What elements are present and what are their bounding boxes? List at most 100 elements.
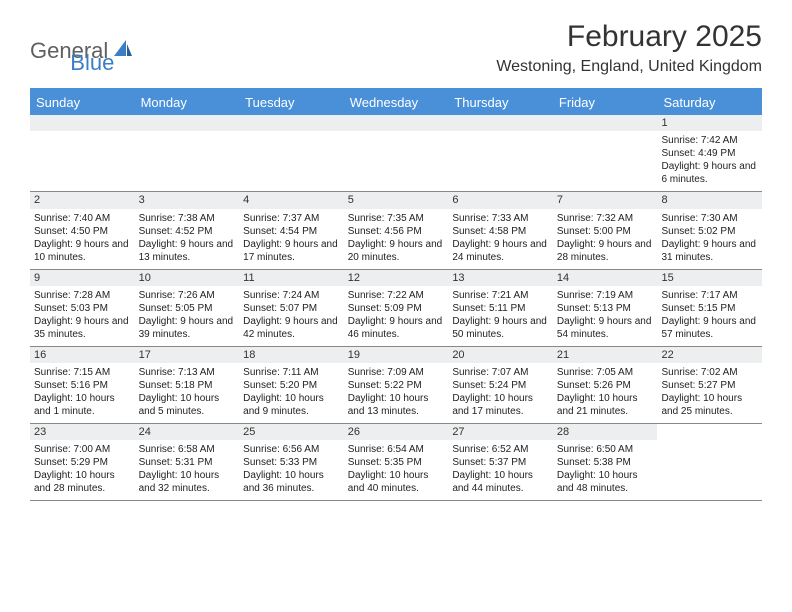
day-number: 28 [553,424,658,440]
day-number: 4 [239,192,344,208]
day-sunrise: Sunrise: 7:11 AM [243,366,340,379]
day-sunset: Sunset: 5:29 PM [34,456,131,469]
day-daylight: Daylight: 9 hours and 17 minutes. [243,238,340,264]
day-sunrise: Sunrise: 7:30 AM [661,212,758,225]
day-number: 27 [448,424,553,440]
day-cell: 21 Sunrise: 7:05 AMSunset: 5:26 PMDayligh… [553,347,658,423]
day-sunrise: Sunrise: 7:22 AM [348,289,445,302]
day-daylight: Daylight: 9 hours and 6 minutes. [661,160,758,186]
day-cell: 3Sunrise: 7:38 AMSunset: 4:52 PMDaylight… [135,192,240,268]
day-cell-empty [553,115,658,191]
day-cell: 12Sunrise: 7:22 AMSunset: 5:09 PMDayligh… [344,270,449,346]
day-cell-empty [448,115,553,191]
day-sunset: Sunset: 5:18 PM [139,379,236,392]
day-sunset: Sunset: 4:49 PM [661,147,758,160]
day-daylight: Daylight: 9 hours and 39 minutes. [139,315,236,341]
day-sunrise: Sunrise: 7:28 AM [34,289,131,302]
day-sunset: Sunset: 5:13 PM [557,302,654,315]
day-cell: 25Sunrise: 6:56 AMSunset: 5:33 PMDayligh… [239,424,344,500]
day-sunrise: Sunrise: 7:00 AM [34,443,131,456]
day-daylight: Daylight: 9 hours and 31 minutes. [661,238,758,264]
week-row: 16Sunrise: 7:15 AMSunset: 5:16 PMDayligh… [30,347,762,424]
day-sunset: Sunset: 5:37 PM [452,456,549,469]
day-cell: 5Sunrise: 7:35 AMSunset: 4:56 PMDaylight… [344,192,449,268]
calendar: SundayMondayTuesdayWednesdayThursdayFrid… [30,88,762,501]
day-sunrise: Sunrise: 6:56 AM [243,443,340,456]
day-cell: 7Sunrise: 7:32 AMSunset: 5:00 PMDaylight… [553,192,658,268]
day-daylight: Daylight: 10 hours and 44 minutes. [452,469,549,495]
day-sunset: Sunset: 5:02 PM [661,225,758,238]
day-daylight: Daylight: 10 hours and 17 minutes. [452,392,549,418]
day-sunrise: Sunrise: 7:38 AM [139,212,236,225]
day-daylight: Daylight: 10 hours and 25 minutes. [661,392,758,418]
day-number [30,115,135,131]
day-daylight: Daylight: 9 hours and 24 minutes. [452,238,549,264]
weekday-thursday: Thursday [448,90,553,115]
day-sunset: Sunset: 5:11 PM [452,302,549,315]
day-sunset: Sunset: 5:24 PM [452,379,549,392]
day-number: 15 [657,270,762,286]
day-cell: 15 Sunrise: 7:17 AMSunset: 5:15 PMDayligh… [657,270,762,346]
day-sunset: Sunset: 4:52 PM [139,225,236,238]
day-sunset: Sunset: 5:38 PM [557,456,654,469]
day-number: 24 [135,424,240,440]
day-sunrise: Sunrise: 7:02 AM [661,366,758,379]
day-sunrise: Sunrise: 7:42 AM [661,134,758,147]
day-number: 19 [344,347,449,363]
day-number: 9 [30,270,135,286]
day-number: 10 [135,270,240,286]
day-sunrise: Sunrise: 6:54 AM [348,443,445,456]
month-title: February 2025 [496,20,762,54]
day-sunset: Sunset: 5:07 PM [243,302,340,315]
logo-sail-icon [112,38,134,65]
week-row: 1 Sunrise: 7:42 AMSunset: 4:49 PMDaylight… [30,115,762,192]
day-number [135,115,240,131]
day-cell: 18Sunrise: 7:11 AMSunset: 5:20 PMDayligh… [239,347,344,423]
day-cell: 4Sunrise: 7:37 AMSunset: 4:54 PMDaylight… [239,192,344,268]
day-sunset: Sunset: 5:27 PM [661,379,758,392]
day-sunset: Sunset: 4:54 PM [243,225,340,238]
day-sunrise: Sunrise: 7:32 AM [557,212,654,225]
day-number [448,115,553,131]
day-cell-empty [657,424,762,500]
day-daylight: Daylight: 9 hours and 57 minutes. [661,315,758,341]
day-number: 17 [135,347,240,363]
day-number: 21 [553,347,658,363]
day-number: 20 [448,347,553,363]
day-sunrise: Sunrise: 7:40 AM [34,212,131,225]
weekday-monday: Monday [135,90,240,115]
day-daylight: Daylight: 10 hours and 48 minutes. [557,469,654,495]
day-cell: 19Sunrise: 7:09 AMSunset: 5:22 PMDayligh… [344,347,449,423]
day-number: 11 [239,270,344,286]
day-cell: 23Sunrise: 7:00 AMSunset: 5:29 PMDayligh… [30,424,135,500]
day-sunrise: Sunrise: 7:05 AM [557,366,654,379]
day-sunset: Sunset: 5:09 PM [348,302,445,315]
day-cell: 13Sunrise: 7:21 AMSunset: 5:11 PMDayligh… [448,270,553,346]
day-daylight: Daylight: 9 hours and 50 minutes. [452,315,549,341]
day-cell: 16Sunrise: 7:15 AMSunset: 5:16 PMDayligh… [30,347,135,423]
day-cell: 22Sunrise: 7:02 AMSunset: 5:27 PMDayligh… [657,347,762,423]
weekday-sunday: Sunday [30,90,135,115]
day-sunset: Sunset: 5:00 PM [557,225,654,238]
day-cell: 14Sunrise: 7:19 AMSunset: 5:13 PMDayligh… [553,270,658,346]
day-cell: 9Sunrise: 7:28 AMSunset: 5:03 PMDaylight… [30,270,135,346]
day-sunset: Sunset: 5:26 PM [557,379,654,392]
day-sunrise: Sunrise: 7:17 AM [661,289,758,302]
day-number: 1 [657,115,762,131]
day-daylight: Daylight: 9 hours and 10 minutes. [34,238,131,264]
day-cell-empty [30,115,135,191]
day-sunrise: Sunrise: 7:19 AM [557,289,654,302]
day-daylight: Daylight: 10 hours and 21 minutes. [557,392,654,418]
day-daylight: Daylight: 10 hours and 13 minutes. [348,392,445,418]
week-row: 23Sunrise: 7:00 AMSunset: 5:29 PMDayligh… [30,424,762,501]
day-sunset: Sunset: 5:31 PM [139,456,236,469]
day-daylight: Daylight: 9 hours and 54 minutes. [557,315,654,341]
day-sunset: Sunset: 5:22 PM [348,379,445,392]
weekday-saturday: Saturday [657,90,762,115]
day-sunrise: Sunrise: 7:35 AM [348,212,445,225]
day-sunset: Sunset: 5:15 PM [661,302,758,315]
day-number: 26 [344,424,449,440]
day-sunset: Sunset: 4:58 PM [452,225,549,238]
day-sunrise: Sunrise: 7:33 AM [452,212,549,225]
day-number: 5 [344,192,449,208]
